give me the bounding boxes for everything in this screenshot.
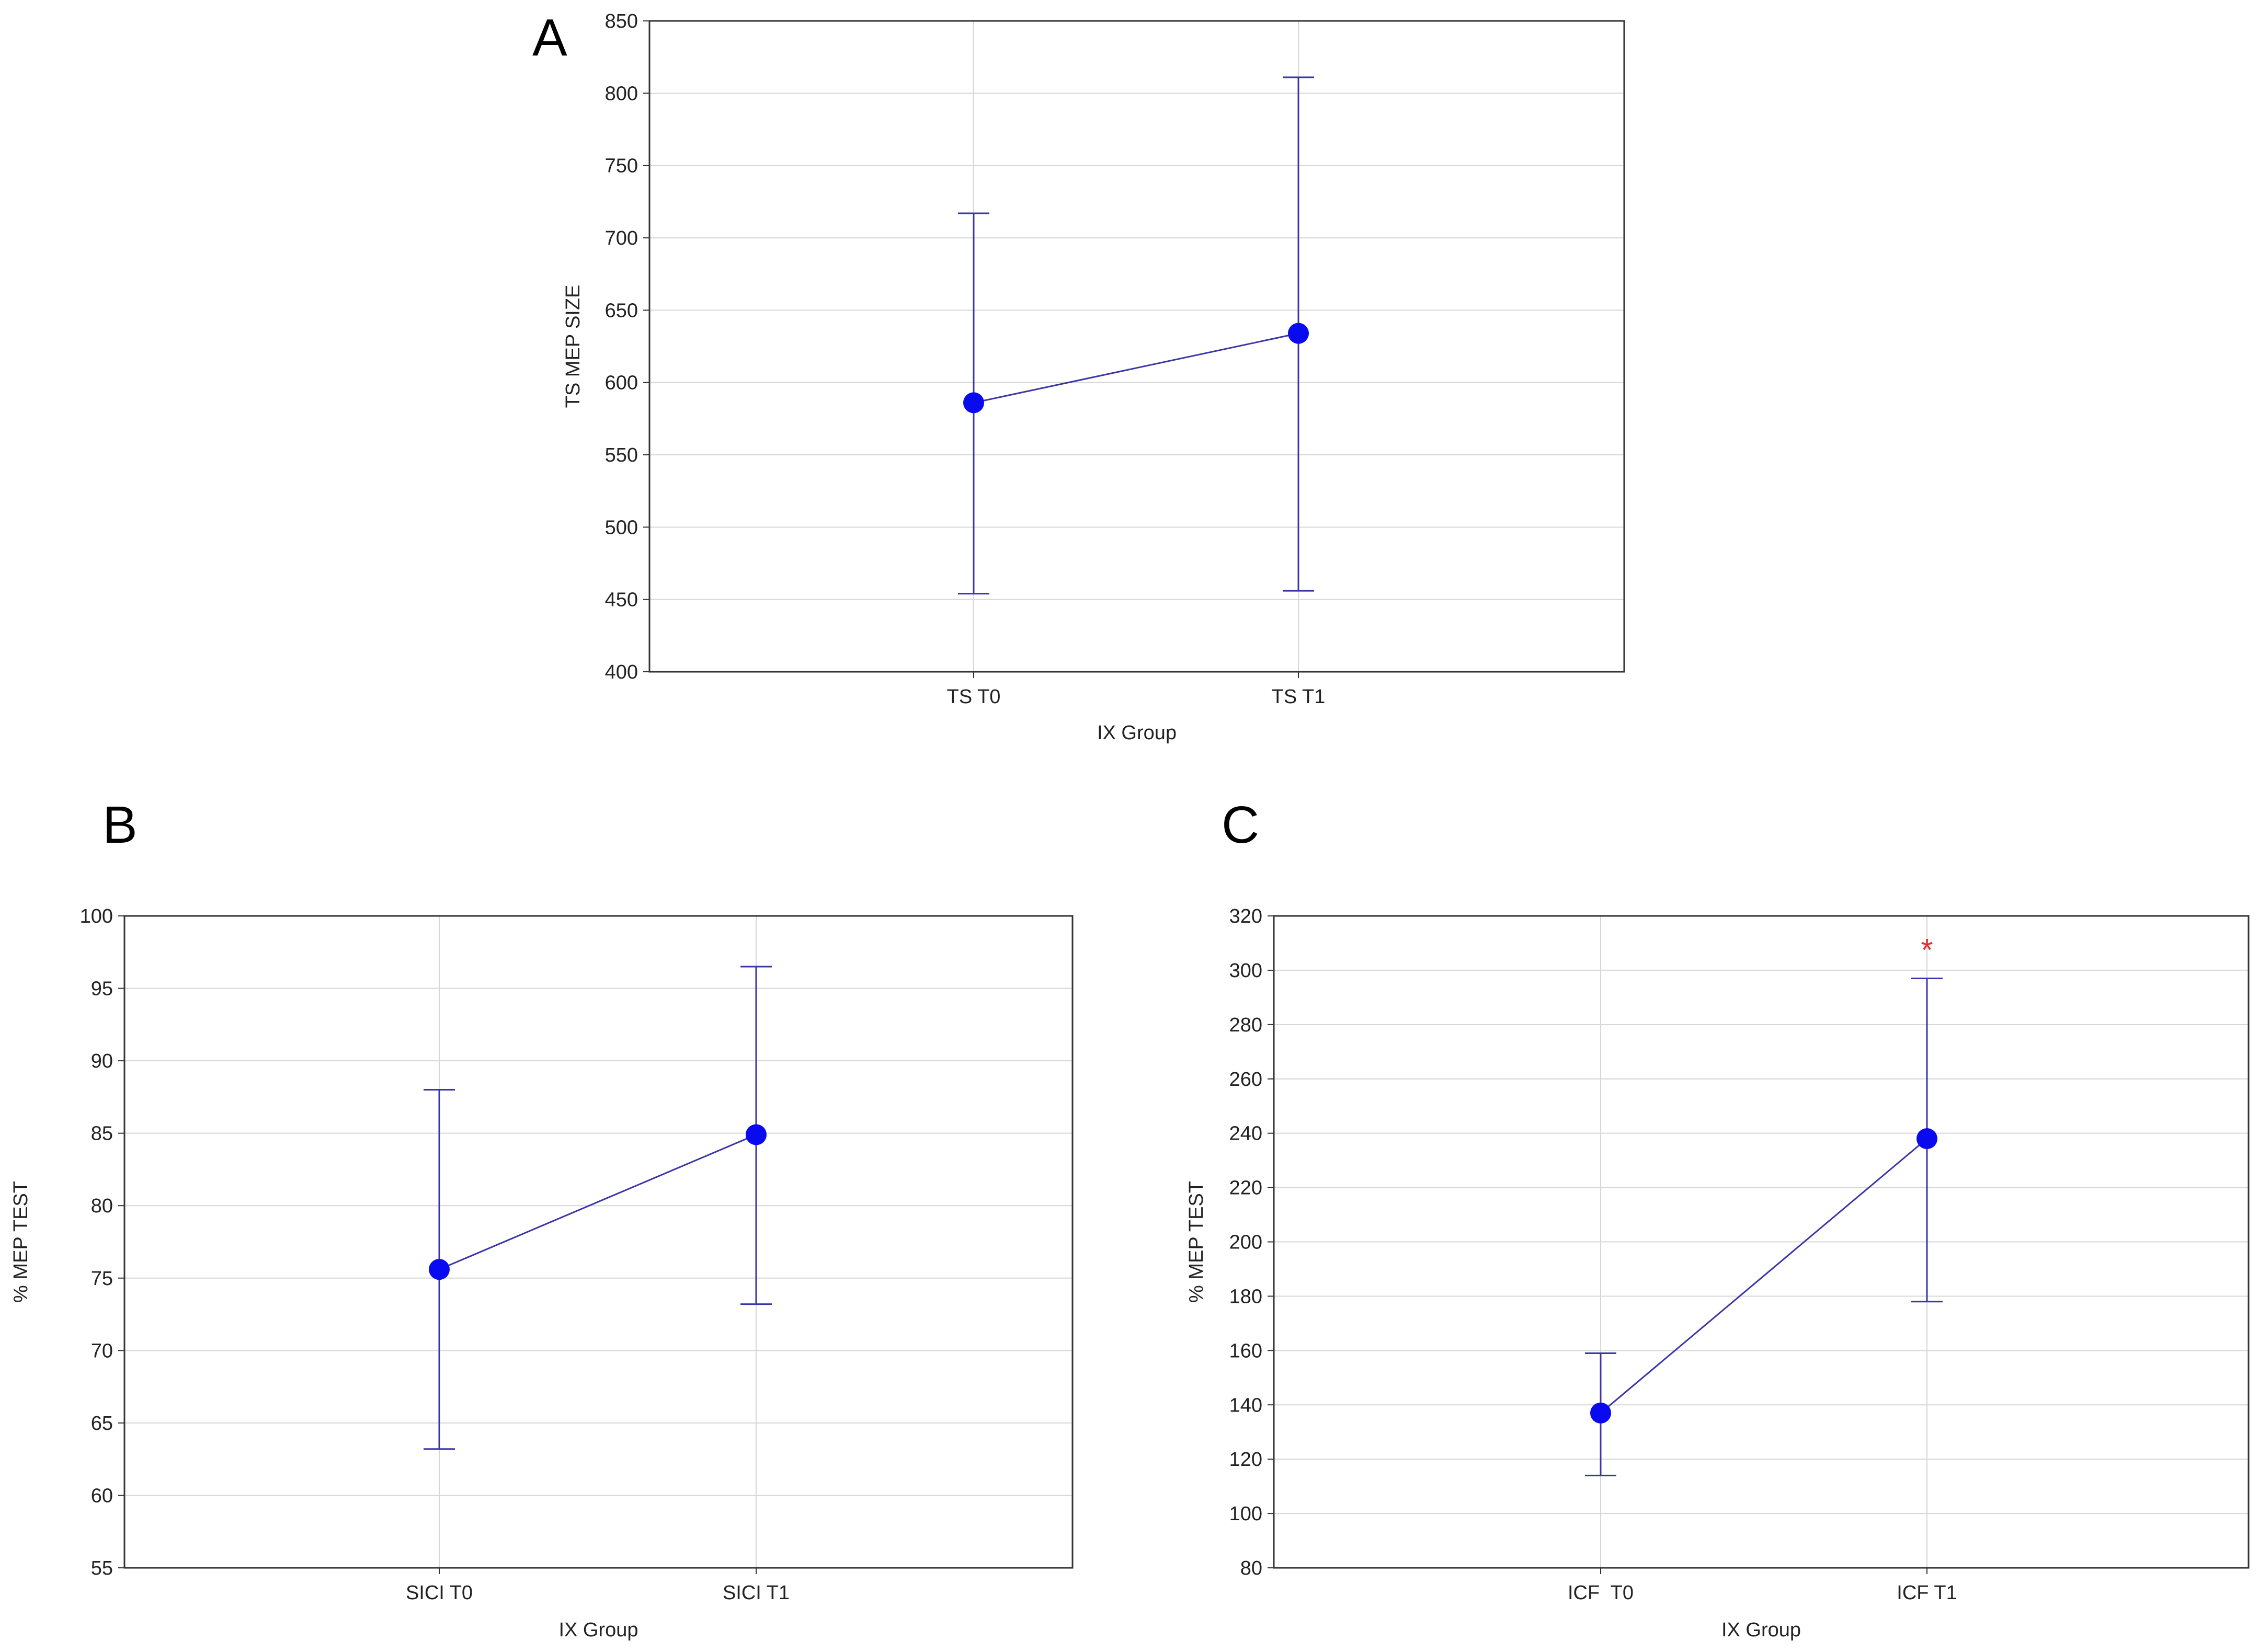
panel-b-chart: B 55 60 65 70 75 80 85 90 95 100 SICI T0 SICI T1 I… (10, 796, 1074, 1641)
panel-a-x-tick-label: TS T1 (1272, 686, 1326, 708)
panel-b-y-tick-label: 95 (91, 978, 113, 1000)
panel-b-series (424, 966, 772, 1450)
panel-a-y-axis-label: TS MEP SIZE (562, 285, 584, 408)
panel-b-y-tick-label: 90 (91, 1050, 113, 1072)
panel-c-mean-point (1590, 1402, 1611, 1424)
panel-c-y-tick-label: 280 (1229, 1014, 1262, 1036)
panel-c-label: C (1222, 796, 1259, 854)
panel-a-mean-point (963, 392, 984, 414)
panel-c-x-axis-label: IX Group (1721, 1619, 1801, 1641)
panel-a-y-tick-label: 800 (605, 83, 638, 105)
panel-b-y-tick-label: 80 (91, 1195, 113, 1217)
panel-b-y-tick-label: 100 (80, 905, 113, 927)
panel-c-y-tick-label: 140 (1229, 1394, 1262, 1416)
panel-a-y-tick-label: 850 (605, 10, 638, 32)
panel-b-y-tick-label: 55 (91, 1557, 113, 1579)
panel-c-y-tick-label: 120 (1229, 1449, 1262, 1471)
panel-a-y-tick-label: 650 (605, 300, 638, 322)
panel-c-series: * (1585, 933, 1943, 1476)
panel-a-y-ticks: 400 450 500 550 600 650 700 750 800 850 (605, 10, 649, 683)
panel-a-y-tick-label: 750 (605, 155, 638, 177)
panel-a-mean-line (973, 332, 1299, 404)
panel-c-y-ticks: 80 100 120 140 160 180 200 220 240 260 280 300 320 (1229, 905, 1274, 1579)
panel-b-mean-point (746, 1124, 767, 1145)
panel-c-mean-line (1600, 1138, 1927, 1414)
panel-c-y-tick-label: 260 (1229, 1069, 1262, 1091)
panel-b-y-tick-label: 85 (91, 1123, 113, 1145)
panel-b-y-tick-label: 65 (91, 1413, 113, 1435)
panel-c-x-tick-label: ICF T0 (1568, 1582, 1634, 1604)
panel-c-y-tick-label: 100 (1229, 1503, 1262, 1525)
panel-b-y-tick-label: 70 (91, 1340, 113, 1362)
panel-b-y-tick-label: 60 (91, 1485, 113, 1507)
panel-c-chart: C 80 100 120 140 160 180 200 220 240 260 280 300 320… (1185, 796, 2250, 1641)
panel-c-grid (1274, 916, 2249, 1568)
panel-b-y-ticks: 55 60 65 70 75 80 85 90 95 100 (80, 905, 124, 1579)
panel-a-x-axis-label: IX Group (1097, 722, 1177, 744)
panel-c-y-tick-label: 200 (1229, 1232, 1262, 1254)
panel-a-y-tick-label: 600 (605, 372, 638, 394)
panel-b-plot-frame (123, 915, 1074, 1569)
panel-b-x-tick-label: SICI T1 (723, 1582, 790, 1604)
panel-c-y-tick-label: 180 (1229, 1286, 1262, 1307)
panel-a-y-tick-label: 700 (605, 227, 638, 249)
panel-a-y-tick-label: 550 (605, 444, 638, 466)
panel-a-y-tick-label: 400 (605, 661, 638, 683)
panel-b-mean-line (439, 1134, 757, 1270)
panel-b-x-ticks: SICI T0 SICI T1 (406, 1568, 790, 1604)
panel-c-y-tick-label: 300 (1229, 960, 1262, 982)
panel-a-series (958, 76, 1314, 595)
panel-b-label: B (102, 796, 138, 854)
panel-c-y-tick-label: 80 (1240, 1557, 1262, 1579)
panel-c-y-axis-label: % MEP TEST (1185, 1181, 1207, 1303)
panel-c-significance-star: * (1921, 933, 1933, 968)
panel-a-y-tick-label: 450 (605, 589, 638, 611)
panel-c-y-tick-label: 320 (1229, 905, 1262, 927)
panel-a-x-ticks: TS T0 TS T1 (947, 672, 1326, 708)
panel-c-x-ticks: ICF T0 ICF T1 (1568, 1568, 1957, 1604)
panel-a-plot-frame (648, 20, 1625, 673)
panel-b-mean-point (429, 1259, 450, 1280)
panel-b-x-axis-label: IX Group (558, 1619, 638, 1641)
panel-c-mean-point (1916, 1128, 1937, 1150)
panel-c-y-tick-label: 220 (1229, 1177, 1262, 1199)
panel-c-x-tick-label: ICF T1 (1897, 1582, 1957, 1604)
panel-b-y-axis-label: % MEP TEST (10, 1181, 32, 1303)
panel-b-grid (124, 916, 1073, 1568)
panel-a-x-tick-label: TS T0 (947, 686, 1001, 708)
panel-a-y-tick-label: 500 (605, 517, 638, 538)
panel-c-y-tick-label: 240 (1229, 1123, 1262, 1145)
panel-a-label: A (532, 8, 567, 67)
panel-c-y-tick-label: 160 (1229, 1340, 1262, 1362)
panel-b-x-tick-label: SICI T0 (406, 1582, 473, 1604)
panel-b-y-tick-label: 75 (91, 1268, 113, 1290)
panel-a-mean-point (1288, 323, 1309, 344)
